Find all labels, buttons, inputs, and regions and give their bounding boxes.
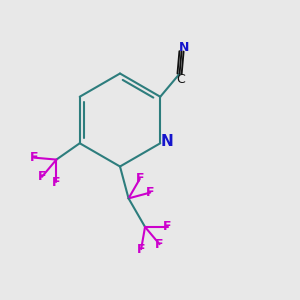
Text: F: F [30,151,38,164]
Text: C: C [177,73,185,86]
Text: N: N [160,134,173,149]
Text: F: F [155,238,164,251]
Text: F: F [136,172,144,185]
Text: F: F [146,186,154,199]
Text: F: F [38,170,46,183]
Text: F: F [163,220,172,233]
Text: F: F [137,243,146,256]
Text: F: F [52,176,61,189]
Text: N: N [179,41,190,54]
